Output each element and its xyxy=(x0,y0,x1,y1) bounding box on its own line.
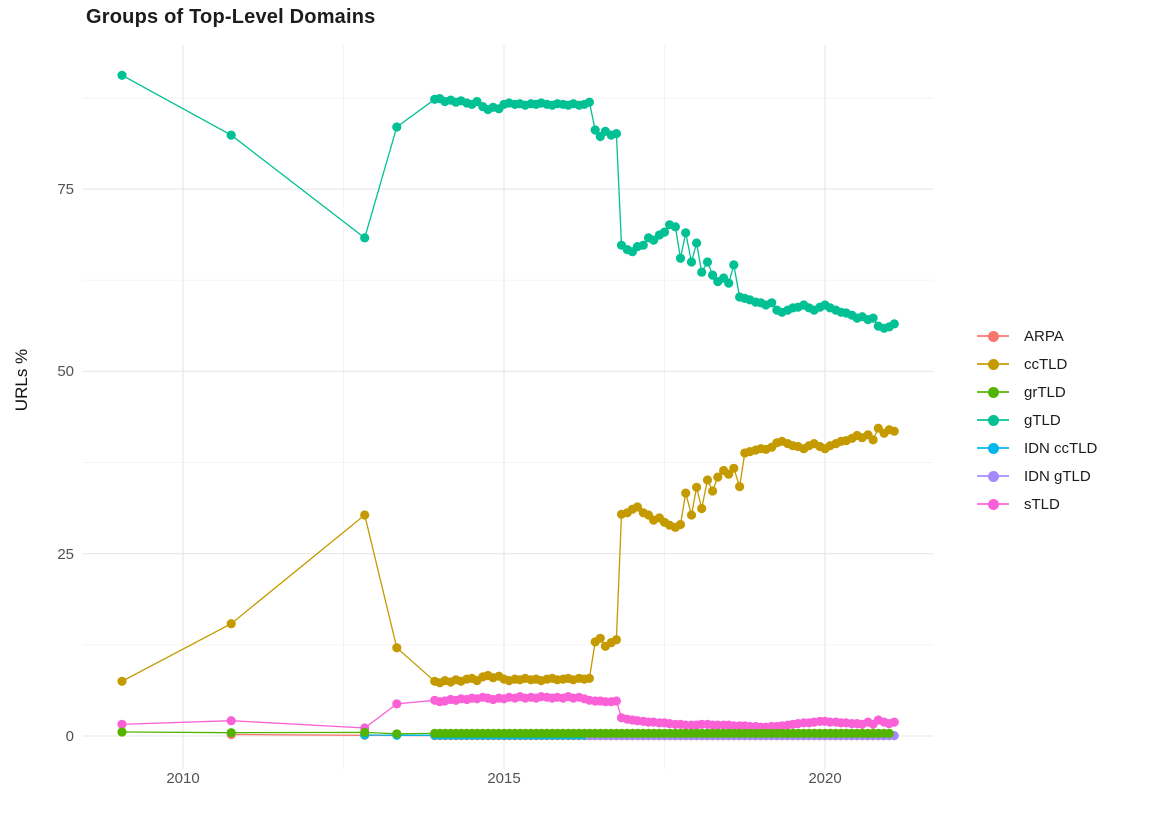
data-point xyxy=(735,482,745,492)
legend-swatch-icon xyxy=(977,414,1009,426)
data-point xyxy=(702,257,713,267)
data-point xyxy=(226,619,236,629)
data-point xyxy=(686,510,697,520)
legend-label: IDN ccTLD xyxy=(1024,439,1098,457)
data-point xyxy=(729,260,739,270)
data-point xyxy=(360,510,370,520)
series-stld xyxy=(117,692,899,733)
data-point xyxy=(226,716,236,726)
legend-item-stld: sTLD xyxy=(977,490,1097,518)
data-point xyxy=(724,278,734,288)
legend-swatch-icon xyxy=(977,442,1009,454)
x-tick-label-2015: 2015 xyxy=(487,770,521,787)
series-line xyxy=(121,74,895,329)
legend-item-grtld: grTLD xyxy=(977,378,1097,406)
data-point xyxy=(675,253,686,263)
data-point xyxy=(767,298,777,308)
data-point xyxy=(659,227,670,237)
y-tick-label-50: 50 xyxy=(57,363,74,381)
data-point xyxy=(638,240,648,250)
data-point xyxy=(392,122,402,132)
data-point xyxy=(889,426,899,436)
data-point xyxy=(117,719,127,729)
data-point xyxy=(708,486,718,496)
series-cctld xyxy=(117,423,899,688)
data-point xyxy=(584,673,595,684)
data-point xyxy=(590,125,600,135)
data-point xyxy=(884,728,894,739)
legend: ARPA ccTLD grTLD gTLD IDN ccTLD IDN gTLD sTLD xyxy=(977,322,1097,518)
legend-item-idn-cctld: IDN ccTLD xyxy=(977,434,1097,462)
legend-item-idn-gtld: IDN gTLD xyxy=(977,462,1097,490)
data-point xyxy=(868,435,878,445)
legend-swatch-icon xyxy=(977,498,1009,510)
data-point xyxy=(889,717,899,727)
data-point xyxy=(729,463,739,473)
legend-dot-glyph xyxy=(988,442,999,454)
legend-swatch-icon xyxy=(977,470,1009,482)
data-point xyxy=(117,727,127,737)
legend-label: IDN gTLD xyxy=(1024,467,1091,485)
data-point xyxy=(868,313,878,323)
legend-label: ccTLD xyxy=(1024,355,1068,373)
legend-swatch-icon xyxy=(977,386,1009,398)
legend-dot-glyph xyxy=(988,330,999,342)
legend-item-gtld: gTLD xyxy=(977,406,1097,434)
data-point xyxy=(889,319,899,329)
chart-title: Groups of Top-Level Domains xyxy=(86,6,376,28)
data-point xyxy=(702,475,713,485)
series-gtld xyxy=(117,70,899,333)
legend-label: ARPA xyxy=(1024,327,1064,345)
legend-label: sTLD xyxy=(1024,495,1060,513)
data-point xyxy=(392,729,402,739)
legend-swatch-icon xyxy=(977,358,1009,370)
data-point xyxy=(697,503,707,514)
legend-dot-glyph xyxy=(988,414,999,426)
legend-swatch-icon xyxy=(977,330,1009,342)
data-point xyxy=(686,257,697,267)
data-point xyxy=(595,633,605,643)
data-point xyxy=(632,502,643,512)
data-point xyxy=(611,129,622,139)
legend-item-arpa: ARPA xyxy=(977,322,1097,350)
data-point xyxy=(360,727,370,738)
data-point xyxy=(611,635,622,645)
legend-dot-glyph xyxy=(988,498,999,510)
data-point xyxy=(392,699,402,709)
x-tick-label-2020: 2020 xyxy=(808,770,842,787)
legend-dot-glyph xyxy=(988,358,999,370)
data-point xyxy=(681,488,691,498)
legend-label: grTLD xyxy=(1024,383,1066,401)
series-grtld xyxy=(117,727,894,739)
data-point xyxy=(713,472,723,482)
data-point xyxy=(117,70,127,80)
data-point xyxy=(611,696,622,706)
y-tick-label-0: 0 xyxy=(65,728,74,745)
data-point xyxy=(681,228,691,238)
data-point xyxy=(360,233,370,243)
y-tick-label-75: 75 xyxy=(57,181,74,199)
data-point xyxy=(670,222,681,232)
data-point xyxy=(226,728,236,738)
y-tick-label-25: 25 xyxy=(57,545,74,563)
data-point xyxy=(708,270,718,280)
data-point xyxy=(584,97,595,107)
data-point xyxy=(392,643,402,653)
data-point xyxy=(692,482,702,492)
data-point xyxy=(117,676,127,686)
data-point xyxy=(692,238,702,248)
legend-dot-glyph xyxy=(988,470,999,482)
data-point xyxy=(697,267,707,277)
legend-dot-glyph xyxy=(988,386,999,398)
x-tick-label-2010: 2010 xyxy=(166,770,200,787)
legend-item-cctld: ccTLD xyxy=(977,350,1097,378)
data-point xyxy=(226,130,236,140)
legend-label: gTLD xyxy=(1024,411,1061,429)
data-point xyxy=(675,519,686,530)
